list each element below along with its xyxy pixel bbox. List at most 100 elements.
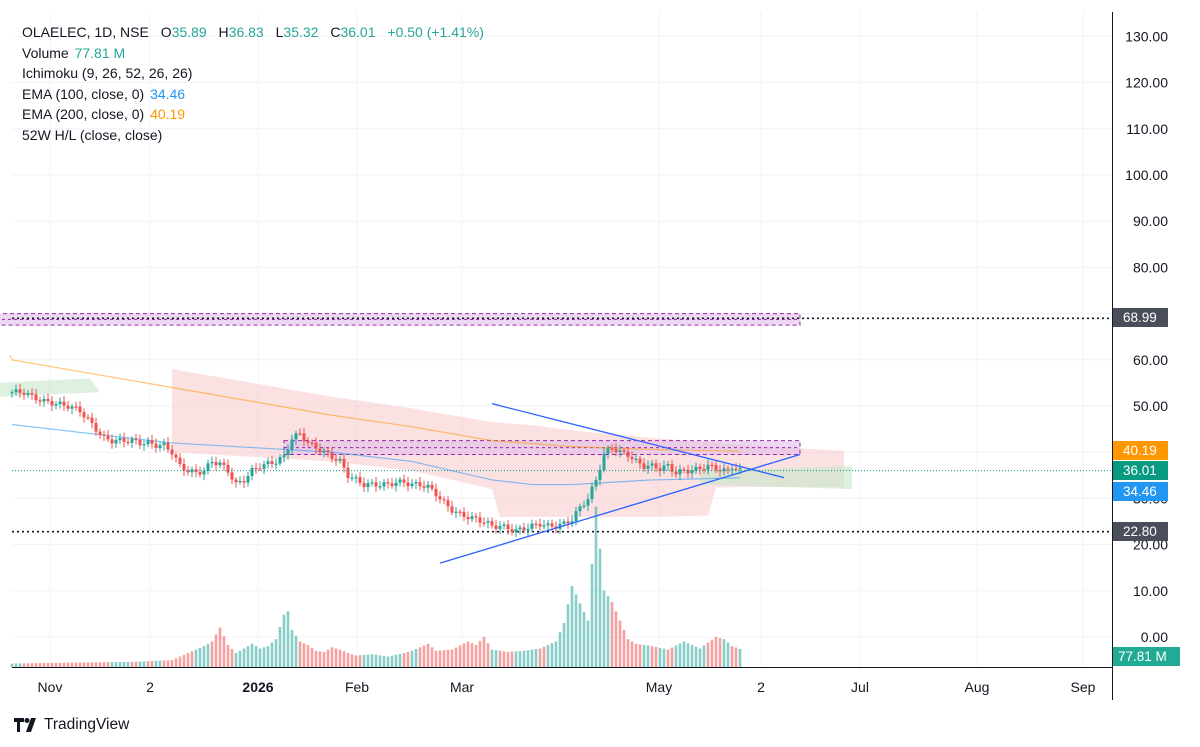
candle-body bbox=[370, 482, 374, 484]
volume-bar bbox=[186, 653, 190, 667]
candle-body bbox=[734, 468, 738, 470]
volume-bar bbox=[350, 654, 354, 667]
ema100-row[interactable]: EMA (100, close, 0) 34.46 bbox=[22, 84, 484, 105]
volume-bar bbox=[50, 662, 54, 667]
brand[interactable]: TradingView bbox=[14, 716, 129, 734]
ema200-value: 40.19 bbox=[150, 106, 186, 123]
volume-bar bbox=[562, 622, 566, 667]
volume-bar bbox=[458, 645, 462, 667]
candle-body bbox=[394, 482, 398, 487]
candle-body bbox=[702, 469, 706, 471]
volume-bar bbox=[546, 644, 550, 667]
hl52-row[interactable]: 52W H/L (close, close) bbox=[22, 125, 484, 146]
candle-body bbox=[330, 452, 334, 460]
candle-body bbox=[290, 439, 294, 450]
price-tick-label: 0.00 bbox=[1141, 629, 1168, 645]
volume-bar bbox=[610, 602, 614, 667]
candle-body bbox=[706, 464, 710, 470]
candle-body bbox=[74, 406, 78, 408]
volume-bars bbox=[10, 506, 742, 667]
ema200-row[interactable]: EMA (200, close, 0) 40.19 bbox=[22, 104, 484, 125]
candle-body bbox=[650, 463, 654, 466]
candle-body bbox=[626, 451, 630, 457]
candle-body bbox=[310, 442, 314, 444]
volume-bar bbox=[686, 643, 690, 667]
volume-bar bbox=[42, 662, 46, 667]
candle-body bbox=[366, 483, 370, 488]
candle-body bbox=[738, 467, 742, 470]
symbol-title[interactable]: OLAELEC, 1D, NSE bbox=[22, 24, 149, 40]
candle-body bbox=[94, 423, 98, 432]
candle-body bbox=[30, 393, 34, 395]
candle-body bbox=[562, 521, 566, 524]
volume-bar bbox=[454, 647, 458, 667]
candle-body bbox=[378, 486, 382, 488]
ichimoku-row[interactable]: Ichimoku (9, 26, 52, 26, 26) bbox=[22, 63, 484, 84]
volume-bar bbox=[598, 548, 602, 667]
volume-bar bbox=[266, 646, 270, 667]
volume-bar bbox=[606, 596, 610, 667]
volume-bar bbox=[722, 639, 726, 667]
candle-body bbox=[546, 523, 550, 526]
candle-body bbox=[450, 506, 454, 513]
ichimoku-label: Ichimoku (9, 26, 52, 26, 26) bbox=[22, 65, 193, 82]
volume-label: Volume bbox=[22, 44, 69, 61]
volume-bar bbox=[114, 662, 118, 667]
candle-body bbox=[42, 398, 46, 402]
volume-bar bbox=[182, 654, 186, 667]
chart-grid bbox=[12, 12, 1112, 667]
volume-bar bbox=[98, 662, 102, 667]
candle-body bbox=[398, 479, 402, 483]
open-value: 35.89 bbox=[171, 24, 207, 40]
candle-body bbox=[430, 484, 434, 489]
volume-bar bbox=[166, 660, 170, 667]
volume-bar bbox=[286, 611, 290, 667]
volume-bar bbox=[126, 661, 130, 667]
volume-row[interactable]: Volume 77.81 M bbox=[22, 43, 484, 64]
ichimoku-cloud-bull-left bbox=[0, 378, 100, 397]
volume-bar bbox=[146, 661, 150, 667]
time-tick-label: Mar bbox=[450, 679, 474, 695]
time-tick-label: May bbox=[646, 679, 672, 695]
candle-body bbox=[386, 482, 390, 484]
candle-body bbox=[86, 417, 90, 419]
volume-bar bbox=[662, 648, 666, 667]
volume-bar bbox=[174, 658, 178, 667]
candle-body bbox=[134, 438, 138, 441]
candle-body bbox=[498, 525, 502, 529]
ema100-value: 34.46 bbox=[150, 85, 186, 102]
volume-bar bbox=[90, 662, 94, 667]
candle-body bbox=[482, 522, 486, 524]
volume-bar bbox=[398, 653, 402, 667]
volume-bar bbox=[94, 662, 98, 667]
candle-body bbox=[662, 465, 666, 471]
candle-body bbox=[66, 405, 70, 409]
volume-bar bbox=[678, 643, 682, 667]
candle-body bbox=[574, 511, 578, 522]
candle-body bbox=[586, 499, 590, 506]
candle-body bbox=[522, 527, 526, 531]
candle-body bbox=[426, 484, 430, 488]
candle-body bbox=[234, 479, 238, 483]
candle-body bbox=[34, 394, 38, 401]
volume-bar bbox=[110, 662, 114, 667]
volume-bar bbox=[214, 634, 218, 667]
volume-bar bbox=[414, 649, 418, 667]
candle-body bbox=[486, 521, 490, 523]
volume-bar bbox=[378, 655, 382, 667]
volume-bar bbox=[314, 650, 318, 667]
volume-bar bbox=[426, 643, 430, 667]
candle-body bbox=[442, 499, 446, 501]
time-tick-label: 2026 bbox=[242, 679, 273, 695]
volume-bar bbox=[386, 656, 390, 667]
volume-bar bbox=[622, 629, 626, 667]
candle-body bbox=[658, 468, 662, 471]
volume-bar bbox=[694, 646, 698, 667]
candle-body bbox=[14, 389, 18, 393]
candle-body bbox=[18, 389, 22, 393]
volume-bar bbox=[518, 651, 522, 667]
close-label: C bbox=[330, 24, 341, 40]
candle-body bbox=[22, 392, 26, 395]
candle-body bbox=[618, 450, 622, 453]
